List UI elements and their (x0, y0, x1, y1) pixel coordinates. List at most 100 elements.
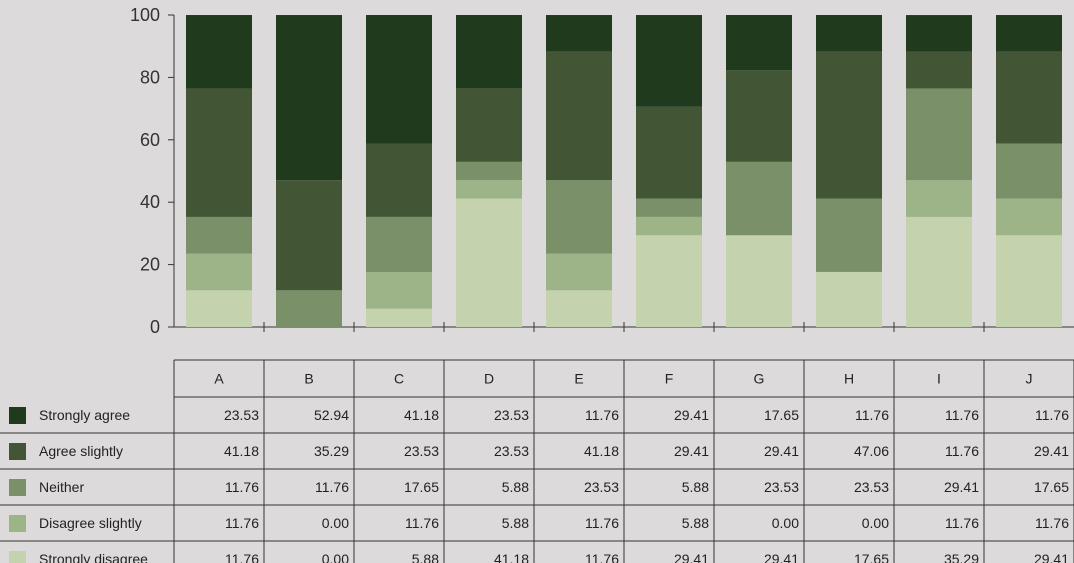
data-label: 17.65 (1034, 479, 1069, 495)
bar-segment (816, 198, 882, 272)
data-label: 41.18 (404, 407, 439, 423)
bar-segment (546, 290, 612, 327)
data-label: 11.76 (315, 479, 349, 495)
data-label: 11.76 (225, 551, 259, 563)
bar-segment (276, 15, 342, 181)
bar-segment (906, 15, 972, 52)
data-label: 11.76 (585, 407, 619, 423)
data-label: 17.65 (854, 551, 889, 563)
bar-segment (456, 198, 522, 327)
legend-label: Strongly disagree (39, 551, 148, 563)
data-label: 5.88 (502, 479, 529, 495)
data-label: 11.76 (855, 407, 889, 423)
data-label: 29.41 (674, 407, 709, 423)
bar-segment (996, 15, 1062, 52)
bar-segment (546, 51, 612, 181)
data-label: 29.41 (674, 443, 709, 459)
data-label: 41.18 (584, 443, 619, 459)
bar-segment (636, 235, 702, 327)
category-label: B (304, 371, 313, 387)
bar-segment (636, 106, 702, 199)
y-tick-label: 40 (140, 192, 160, 212)
bar-segment (636, 15, 702, 107)
bar-segment (366, 143, 432, 217)
category-label: H (844, 371, 854, 387)
legend-label: Disagree slightly (39, 515, 142, 531)
data-label: 29.41 (1034, 443, 1069, 459)
data-label: 11.76 (405, 515, 439, 531)
bar-segment (456, 88, 522, 162)
bar-segment (186, 88, 252, 217)
legend-swatch (9, 407, 26, 424)
bar-segment (906, 88, 972, 181)
category-label: D (484, 371, 494, 387)
bar-segment (366, 216, 432, 272)
data-label: 0.00 (772, 515, 799, 531)
bar-segment (906, 216, 972, 327)
data-label: 23.53 (764, 479, 799, 495)
y-tick-label: 60 (140, 130, 160, 150)
bar-segment (546, 180, 612, 254)
legend-label: Strongly agree (39, 407, 130, 423)
data-label: 11.76 (1035, 515, 1069, 531)
bar-segment (546, 15, 612, 52)
bar-segment (906, 180, 972, 217)
data-label: 29.41 (1034, 551, 1069, 563)
bar-segment (276, 180, 342, 291)
bar-segment (906, 51, 972, 89)
y-tick-label: 100 (130, 5, 160, 25)
bar-segment (726, 235, 792, 327)
data-label: 29.41 (764, 443, 799, 459)
bar-segment (456, 180, 522, 199)
category-label: A (214, 371, 224, 387)
data-label: 17.65 (404, 479, 439, 495)
bar-segment (366, 15, 432, 144)
bar-segment (546, 253, 612, 291)
data-label: 23.53 (494, 407, 529, 423)
data-label: 41.18 (494, 551, 529, 563)
data-label: 5.88 (682, 479, 709, 495)
data-label: 11.76 (585, 551, 619, 563)
legend-swatch (9, 443, 26, 460)
legend-swatch (9, 515, 26, 532)
data-label: 52.94 (314, 407, 349, 423)
bar-segment (636, 216, 702, 236)
bar-segment (366, 271, 432, 309)
category-label: I (937, 371, 941, 387)
data-label: 17.65 (764, 407, 799, 423)
bar-segment (186, 15, 252, 89)
data-label: 23.53 (224, 407, 259, 423)
data-label: 0.00 (322, 515, 349, 531)
bar-segment (816, 15, 882, 52)
bar-segment (366, 308, 432, 327)
bar-segment (276, 290, 342, 327)
data-label: 11.76 (1035, 407, 1069, 423)
data-label: 11.76 (945, 515, 979, 531)
legend-label: Agree slightly (39, 443, 123, 459)
data-label: 0.00 (862, 515, 889, 531)
data-label: 35.29 (944, 551, 979, 563)
bar-segment (726, 15, 792, 71)
legend-label: Neither (39, 479, 84, 495)
y-tick-label: 0 (150, 317, 160, 337)
data-label: 5.88 (502, 515, 529, 531)
category-label: E (574, 371, 583, 387)
data-label: 23.53 (584, 479, 619, 495)
y-tick-label: 80 (140, 67, 160, 87)
data-label: 23.53 (494, 443, 529, 459)
data-label: 11.76 (225, 515, 259, 531)
data-label: 5.88 (682, 515, 709, 531)
data-label: 47.06 (854, 443, 889, 459)
bar-segment (726, 161, 792, 236)
data-label: 23.53 (404, 443, 439, 459)
bar-segment (636, 198, 702, 217)
data-label: 5.88 (412, 551, 439, 563)
category-label: G (754, 371, 765, 387)
legend-swatch (9, 479, 26, 496)
y-tick-label: 20 (140, 255, 160, 275)
data-label: 29.41 (944, 479, 979, 495)
data-label: 29.41 (764, 551, 799, 563)
bar-segment (996, 51, 1062, 144)
bar-segment (996, 198, 1062, 236)
